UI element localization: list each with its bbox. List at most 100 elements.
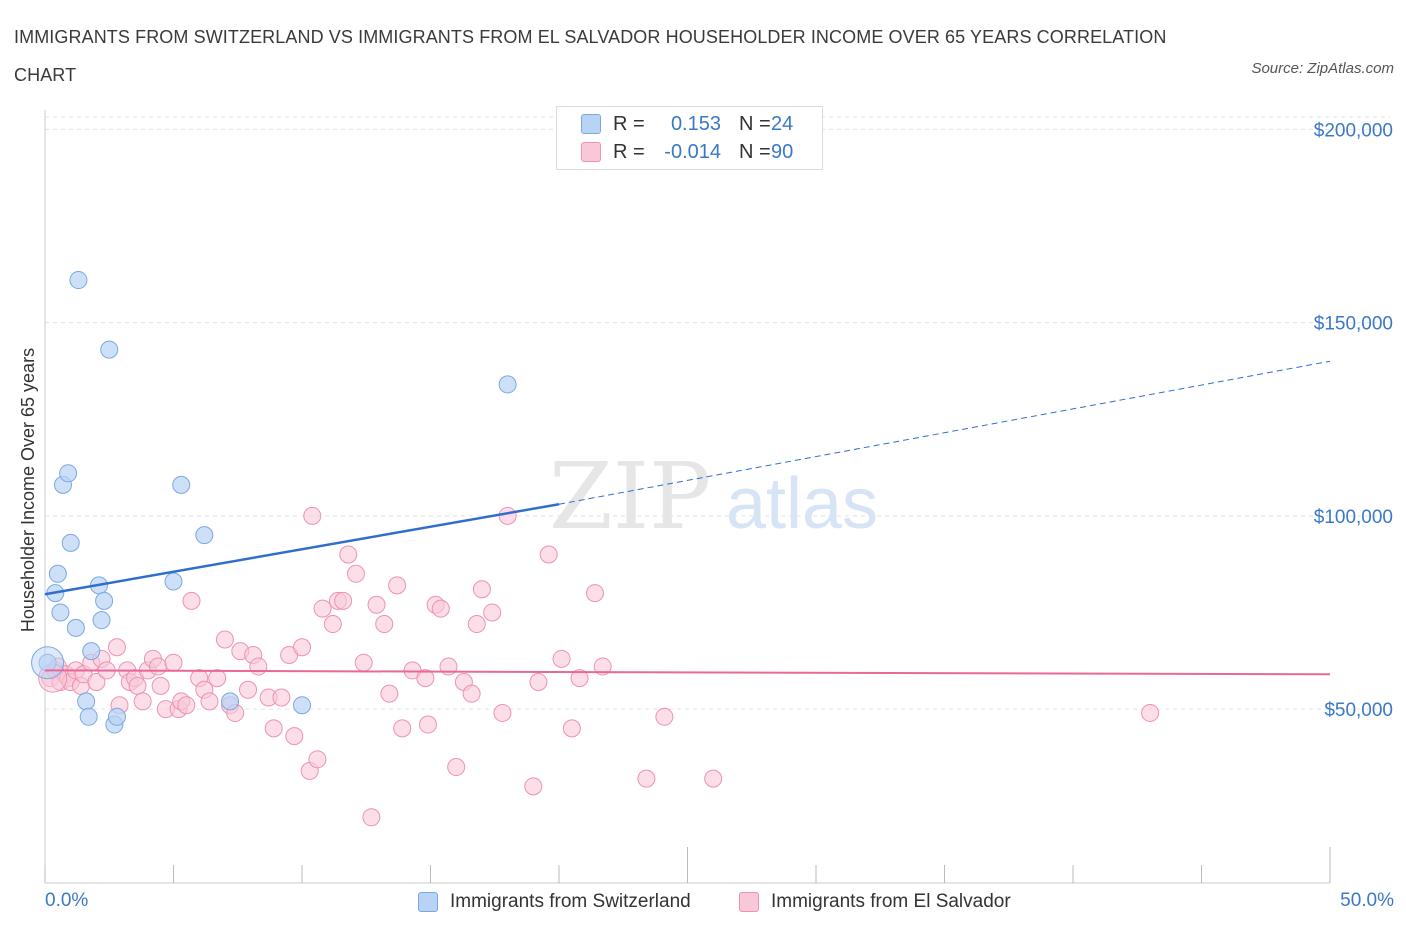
- elsalvador-point: [493, 703, 512, 722]
- elsalvador-point: [87, 673, 106, 692]
- switzerland-point: [95, 591, 114, 610]
- legend-swatch-switzerland: [581, 114, 601, 134]
- switzerland-point: [48, 564, 67, 583]
- switzerland-point: [498, 375, 517, 394]
- elsalvador-point: [637, 769, 656, 788]
- elsalvador-point: [323, 615, 342, 634]
- elsalvador-point: [313, 599, 332, 618]
- watermark: ZIP atlas: [549, 443, 878, 550]
- elsalvador-point: [570, 669, 589, 688]
- switzerland-trend-line: [44, 502, 560, 596]
- legend-r-label: R =: [613, 112, 645, 135]
- watermark-zip: ZIP: [549, 443, 711, 550]
- elsalvador-point: [107, 638, 126, 657]
- y-tick-label: $50,000: [1324, 700, 1393, 721]
- switzerland-point: [100, 340, 119, 359]
- elsalvador-point: [388, 576, 407, 595]
- bottom-legend-swatch-elsalvador: [739, 892, 759, 912]
- elsalvador-point: [339, 545, 358, 564]
- y-tick-label: $150,000: [1314, 314, 1393, 335]
- elsalvador-point: [418, 715, 437, 734]
- legend-n-label: N =: [739, 112, 771, 135]
- source-label: Source: ZipAtlas.com: [1251, 60, 1394, 77]
- switzerland-point: [164, 572, 183, 591]
- elsalvador-point: [467, 615, 486, 634]
- x-tick-label-min: 0.0%: [45, 890, 89, 911]
- legend-r-value: 0.153: [670, 112, 721, 135]
- axes: [44, 110, 1331, 884]
- legend-swatch-elsalvador: [581, 142, 601, 162]
- switzerland-point: [61, 533, 80, 552]
- switzerland-point: [82, 642, 101, 661]
- elsalvador-point: [375, 615, 394, 634]
- switzerland-point: [77, 692, 96, 711]
- elsalvador-point: [215, 630, 234, 649]
- legend-row-switzerland: R = 0.153 N = 24: [581, 111, 793, 137]
- elsalvador-point: [293, 638, 311, 657]
- elsalvador-point: [177, 696, 196, 715]
- elsalvador-points: [38, 506, 1160, 827]
- elsalvador-point: [208, 669, 227, 688]
- elsalvador-point: [416, 669, 435, 688]
- elsalvador-point: [462, 684, 481, 703]
- elsalvador-point: [133, 692, 152, 711]
- elsalvador-point: [164, 653, 183, 672]
- y-tick-label: $200,000: [1314, 120, 1393, 141]
- switzerland-point: [221, 692, 240, 711]
- switzerland-point: [172, 475, 191, 494]
- elsalvador-point: [562, 719, 581, 738]
- elsalvador-point: [308, 750, 327, 769]
- switzerland-point: [59, 464, 78, 483]
- trend-lines: [44, 360, 1331, 676]
- elsalvador-point: [655, 707, 674, 726]
- bottom-legend-swatch-switzerland: [418, 892, 438, 912]
- elsalvador-point: [362, 808, 381, 827]
- elsalvador-point: [431, 599, 450, 618]
- switzerland-point: [92, 611, 111, 630]
- switzerland-point: [107, 707, 126, 726]
- grid-lines: [45, 116, 1390, 710]
- chart-title: IMMIGRANTS FROM SWITZERLAND VS IMMIGRANT…: [14, 27, 1167, 85]
- bottom-legend-label-elsalvador: Immigrants from El Salvador: [771, 891, 1011, 912]
- switzerland-point: [51, 603, 70, 622]
- legend-n-value: 24: [771, 112, 794, 135]
- legend-row-elsalvador: R = -0.014 N = 90: [581, 139, 793, 165]
- elsalvador-point: [285, 727, 304, 746]
- elsalvador-point: [1141, 703, 1160, 722]
- elsalvador-point: [128, 676, 147, 695]
- elsalvador-point: [149, 657, 168, 676]
- switzerland-point: [69, 271, 88, 290]
- elsalvador-point: [704, 769, 723, 788]
- elsalvador-point: [264, 719, 283, 738]
- legend-box: R = 0.153 N = 24 R = -0.014 N = 90: [556, 106, 823, 170]
- y-tick-labels: $50,000 $100,000 $150,000 $200,000: [1314, 120, 1393, 721]
- bottom-legend-switzerland: Immigrants from Switzerland: [418, 888, 691, 916]
- elsalvador-point: [524, 777, 543, 796]
- switzerland-trend-extension: [558, 360, 1331, 505]
- elsalvador-point: [354, 653, 373, 672]
- elsalvador-point: [303, 506, 322, 525]
- elsalvador-point: [472, 580, 491, 599]
- elsalvador-point: [552, 649, 571, 668]
- elsalvador-point: [200, 692, 219, 711]
- elsalvador-point: [367, 595, 386, 614]
- elsalvador-point: [182, 591, 201, 610]
- switzerland-point: [293, 696, 311, 715]
- x-tick-label-max: 50.0%: [1340, 890, 1394, 911]
- y-tick-label: $100,000: [1314, 507, 1393, 528]
- legend-r-label: R =: [613, 140, 645, 163]
- switzerland-point: [66, 618, 85, 637]
- elsalvador-point: [151, 676, 170, 695]
- switzerland-point-cluster: [31, 646, 65, 680]
- elsalvador-point: [380, 684, 399, 703]
- elsalvador-point: [539, 545, 558, 564]
- elsalvador-point: [272, 688, 291, 707]
- elsalvador-point: [334, 591, 353, 610]
- switzerland-point: [79, 707, 98, 726]
- legend-n-label: N =: [739, 140, 771, 163]
- bottom-legend-elsalvador: Immigrants from El Salvador: [739, 888, 1011, 916]
- elsalvador-point: [498, 506, 517, 525]
- elsalvador-point: [585, 584, 604, 603]
- elsalvador-point: [529, 673, 548, 692]
